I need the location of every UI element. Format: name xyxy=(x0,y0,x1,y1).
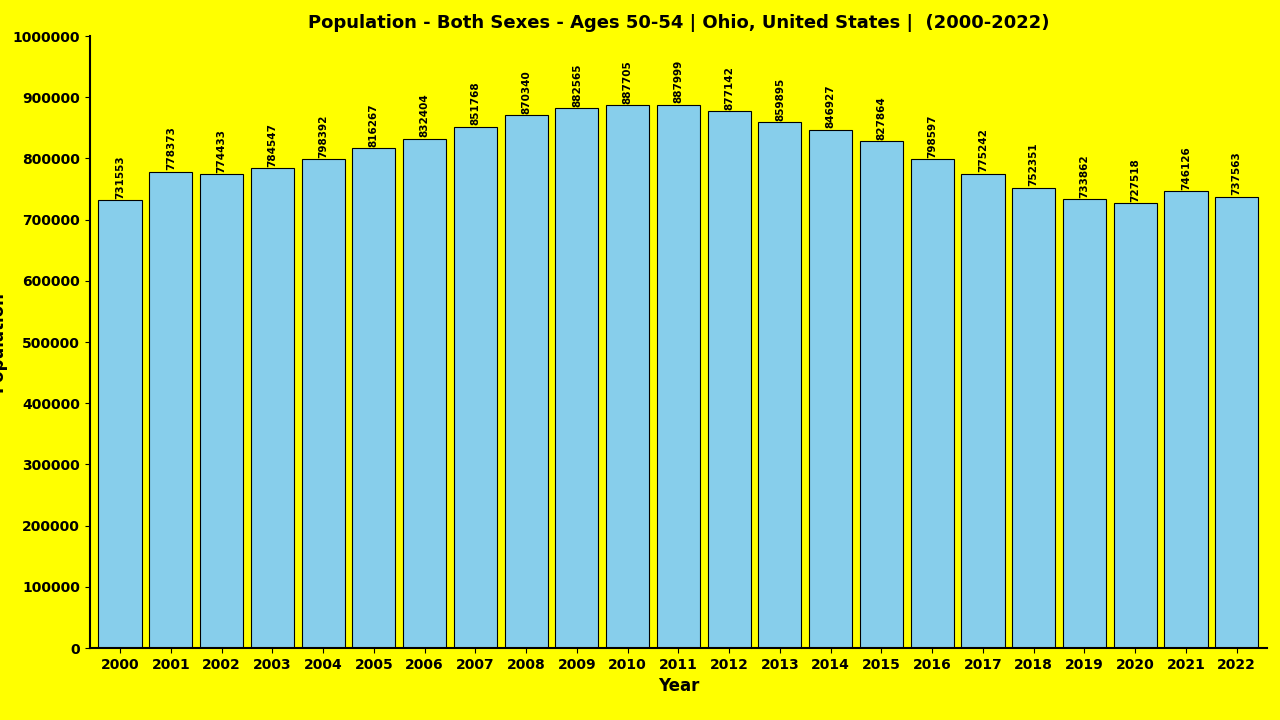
Bar xyxy=(556,108,599,648)
Bar xyxy=(708,111,751,648)
Bar xyxy=(1062,199,1106,648)
Text: 737563: 737563 xyxy=(1231,152,1242,195)
Text: 774433: 774433 xyxy=(216,129,227,173)
Text: 877142: 877142 xyxy=(724,66,735,110)
Text: 887705: 887705 xyxy=(622,60,632,104)
Text: 798392: 798392 xyxy=(319,114,328,158)
Text: 882565: 882565 xyxy=(572,63,582,107)
Bar xyxy=(605,104,649,648)
Text: 733862: 733862 xyxy=(1079,154,1089,198)
Bar xyxy=(758,122,801,648)
X-axis label: Year: Year xyxy=(658,678,699,696)
Bar xyxy=(910,159,954,648)
Text: 887999: 887999 xyxy=(673,60,684,104)
Bar xyxy=(1012,188,1055,648)
Bar xyxy=(150,171,192,648)
Bar xyxy=(809,130,852,648)
Text: 746126: 746126 xyxy=(1181,146,1190,190)
Text: 798597: 798597 xyxy=(927,114,937,158)
Bar xyxy=(1165,192,1207,648)
Text: 727518: 727518 xyxy=(1130,158,1140,202)
Text: 784547: 784547 xyxy=(268,122,278,166)
Bar xyxy=(504,115,548,648)
Text: 827864: 827864 xyxy=(877,96,887,140)
Bar xyxy=(961,174,1005,648)
Text: 846927: 846927 xyxy=(826,85,836,128)
Text: 832404: 832404 xyxy=(420,94,430,138)
Bar xyxy=(860,141,902,648)
Bar xyxy=(302,159,344,648)
Bar xyxy=(200,174,243,648)
Bar xyxy=(657,104,700,648)
Text: 731553: 731553 xyxy=(115,156,125,199)
Bar xyxy=(454,127,497,648)
Bar xyxy=(1114,203,1157,648)
Text: 859895: 859895 xyxy=(774,77,785,120)
Bar xyxy=(352,148,396,648)
Title: Population - Both Sexes - Ages 50-54 | Ohio, United States |  (2000-2022): Population - Both Sexes - Ages 50-54 | O… xyxy=(307,14,1050,32)
Y-axis label: Population: Population xyxy=(0,292,6,392)
Text: 752351: 752351 xyxy=(1029,143,1038,186)
Text: 816267: 816267 xyxy=(369,104,379,147)
Bar xyxy=(99,200,142,648)
Bar xyxy=(403,138,447,648)
Bar xyxy=(1215,197,1258,648)
Text: 851768: 851768 xyxy=(470,82,480,125)
Text: 775242: 775242 xyxy=(978,128,988,172)
Text: 778373: 778373 xyxy=(166,127,175,171)
Bar xyxy=(251,168,294,648)
Text: 870340: 870340 xyxy=(521,71,531,114)
